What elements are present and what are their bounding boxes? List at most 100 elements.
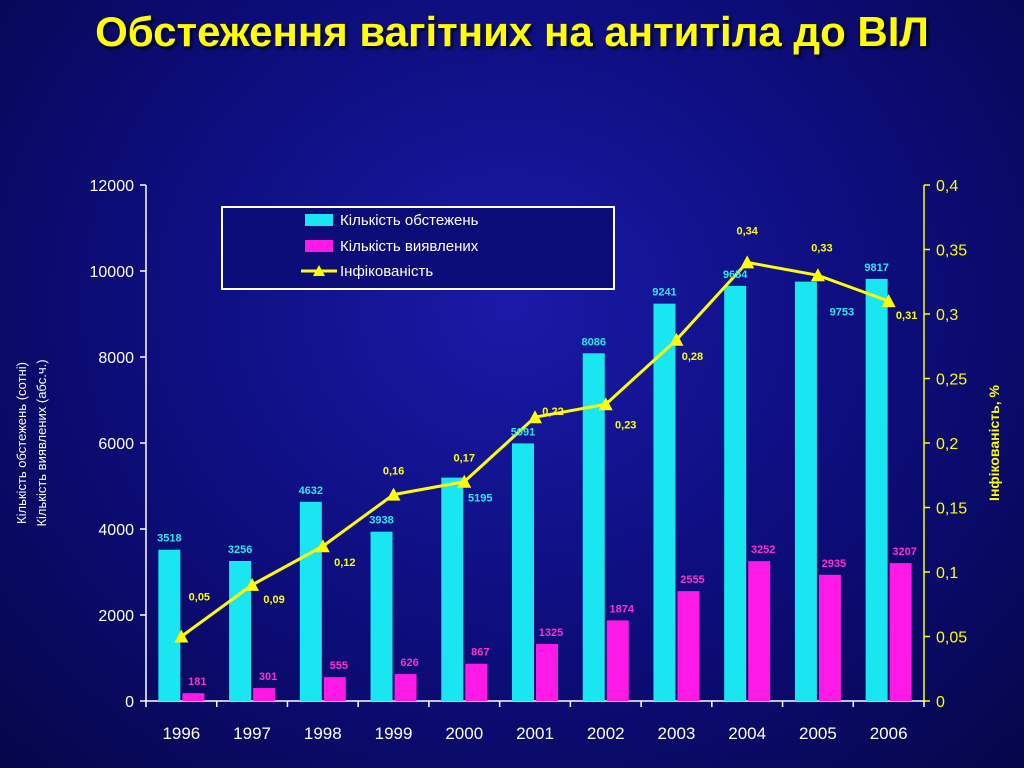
bars bbox=[158, 278, 912, 701]
label-infection: 0,34 bbox=[736, 225, 758, 237]
label-infection: 0,22 bbox=[542, 406, 563, 418]
legend-triangle-icon bbox=[313, 265, 325, 276]
label-detected: 3252 bbox=[751, 544, 775, 556]
legend: Кількість обстежень Кількість виявлених … bbox=[221, 206, 615, 290]
bar-detected bbox=[182, 693, 205, 701]
label-infection: 0,12 bbox=[334, 557, 355, 569]
right-tick-label: 0,25 bbox=[936, 372, 967, 389]
label-infection: 0,05 bbox=[189, 592, 210, 604]
label-examined: 9753 bbox=[830, 307, 854, 319]
label-detected: 1874 bbox=[609, 603, 634, 615]
bar-detected bbox=[889, 563, 912, 701]
label-infection: 0,17 bbox=[454, 453, 475, 465]
label-detected: 181 bbox=[188, 676, 206, 688]
infection-point bbox=[386, 487, 401, 501]
infection-point bbox=[174, 629, 189, 643]
legend-swatch-bar2 bbox=[305, 240, 333, 252]
x-tick-label: 2000 bbox=[445, 724, 483, 743]
infection-point bbox=[598, 397, 613, 411]
bar-examined bbox=[653, 303, 676, 701]
right-tick-label: 0,2 bbox=[936, 436, 958, 453]
legend-label-bar2: Кількість виявлених bbox=[340, 238, 479, 255]
legend-swatch-bar1 bbox=[305, 214, 333, 226]
right-tick-label: 0,4 bbox=[936, 178, 958, 195]
x-tick-label: 1997 bbox=[233, 724, 271, 743]
label-examined: 3518 bbox=[157, 533, 181, 545]
infection-point bbox=[740, 255, 755, 269]
bar-detected bbox=[677, 591, 700, 701]
label-examined: 3938 bbox=[369, 515, 393, 527]
left-tick-label: 2000 bbox=[98, 608, 134, 625]
bar-examined bbox=[865, 278, 888, 701]
x-tick-label: 2002 bbox=[587, 724, 625, 743]
x-tick-label: 2005 bbox=[799, 724, 837, 743]
bar-examined bbox=[370, 531, 393, 701]
bar-examined bbox=[441, 477, 464, 701]
infection-point bbox=[810, 268, 825, 282]
label-detected: 2935 bbox=[822, 558, 846, 570]
label-examined: 3256 bbox=[228, 544, 252, 556]
label-examined: 8086 bbox=[581, 336, 605, 348]
label-detected: 1325 bbox=[539, 627, 563, 639]
infection-point bbox=[315, 539, 330, 553]
label-infection: 0,33 bbox=[811, 242, 832, 254]
legend-label-bar1: Кількість обстежень bbox=[340, 212, 479, 229]
right-tick-label: 0,35 bbox=[936, 243, 967, 260]
infection-point bbox=[669, 332, 684, 346]
x-tick-label: 1998 bbox=[304, 724, 342, 743]
ylabel-right: Інфікованість, % bbox=[986, 385, 1002, 501]
bar-examined bbox=[512, 443, 534, 701]
label-examined: 9817 bbox=[864, 262, 888, 274]
left-tick-label: 0 bbox=[125, 694, 134, 711]
bar-detected bbox=[748, 561, 771, 701]
infection-point bbox=[457, 474, 472, 488]
label-infection: 0,31 bbox=[896, 310, 917, 322]
bar-examined bbox=[582, 353, 605, 701]
right-tick-label: 0 bbox=[936, 694, 945, 711]
x-tick-label: 1996 bbox=[162, 724, 200, 743]
x-tick-label: 2006 bbox=[870, 724, 908, 743]
x-tick-label: 2004 bbox=[728, 724, 766, 743]
bar-examined bbox=[724, 285, 747, 701]
legend-label-line: Інфікованість bbox=[340, 263, 433, 280]
x-tick-label: 1999 bbox=[375, 724, 413, 743]
label-detected: 2555 bbox=[680, 574, 704, 586]
right-tick-label: 0,3 bbox=[936, 307, 958, 324]
label-detected: 626 bbox=[400, 657, 418, 669]
bar-examined bbox=[158, 549, 181, 701]
label-infection: 0,23 bbox=[615, 419, 636, 431]
bar-detected bbox=[606, 620, 629, 701]
label-detected: 555 bbox=[330, 660, 348, 672]
right-tick-label: 0,05 bbox=[936, 630, 967, 647]
label-examined: 5991 bbox=[511, 426, 535, 438]
label-examined: 4632 bbox=[299, 485, 323, 497]
infection-point bbox=[245, 577, 260, 591]
label-examined: 5195 bbox=[468, 493, 492, 505]
left-tick-label: 6000 bbox=[98, 436, 134, 453]
label-detected: 867 bbox=[471, 647, 489, 659]
label-examined: 9654 bbox=[723, 269, 748, 281]
infection-line bbox=[174, 255, 896, 643]
ylabel-left-line1: Кількість обстежень (сотні) bbox=[14, 362, 29, 524]
infection-point bbox=[528, 410, 542, 424]
x-tick-label: 2003 bbox=[658, 724, 696, 743]
right-tick-label: 0,15 bbox=[936, 501, 967, 518]
bar-examined bbox=[794, 281, 817, 701]
label-infection: 0,09 bbox=[263, 594, 284, 606]
bar-examined bbox=[299, 501, 322, 701]
data-labels: 3518 3256 4632 3938 5195 5991 8086 9241 9654 9753… bbox=[157, 225, 917, 688]
right-tick-label: 0,1 bbox=[936, 565, 958, 582]
left-tick-label: 12000 bbox=[90, 178, 135, 195]
infection-polyline bbox=[180, 260, 890, 638]
left-tick-label: 10000 bbox=[90, 264, 135, 281]
bar-detected bbox=[465, 663, 488, 701]
bar-examined bbox=[229, 560, 252, 701]
left-tick-label: 8000 bbox=[98, 350, 134, 367]
x-tick-label: 2001 bbox=[516, 724, 554, 743]
infection-point bbox=[881, 294, 896, 308]
label-infection: 0,16 bbox=[383, 466, 404, 478]
bar-detected bbox=[323, 677, 346, 701]
bar-detected bbox=[536, 644, 558, 701]
bar-detected bbox=[394, 674, 417, 701]
